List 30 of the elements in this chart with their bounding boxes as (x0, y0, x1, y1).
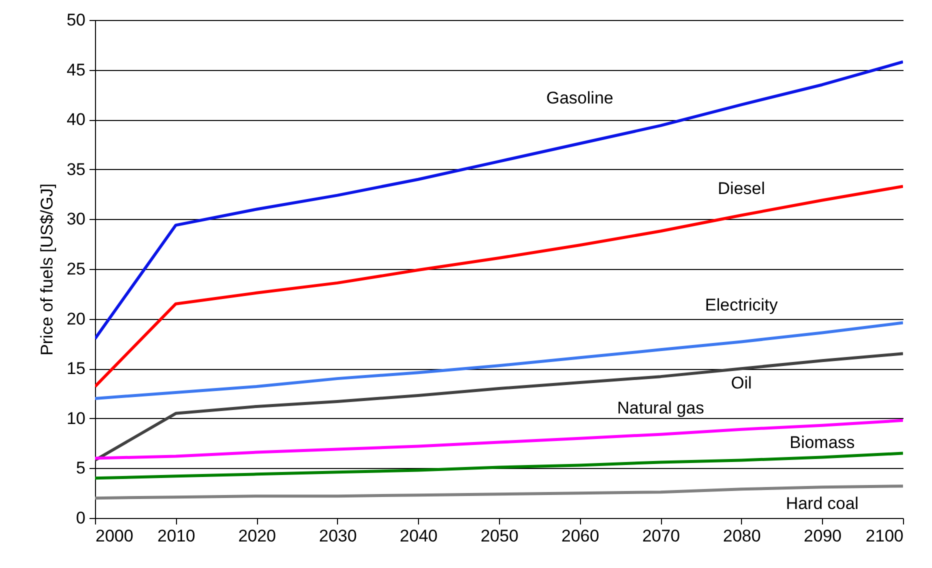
y-axis-title: Price of fuels [US$/GJ] (38, 184, 57, 356)
y-tick-label: 45 (66, 60, 86, 80)
x-tick-label: 2070 (642, 526, 680, 546)
y-tick-label: 30 (66, 210, 86, 229)
x-tick-label: 2080 (722, 526, 761, 546)
y-tick-label: 40 (66, 110, 86, 130)
y-tick-label: 10 (66, 408, 86, 428)
x-tick-label: 2100 (866, 526, 904, 546)
y-tick-label: 15 (66, 359, 86, 378)
series-label: Oil (731, 374, 752, 393)
x-tick-label: 2060 (561, 526, 600, 546)
y-tick-label: 25 (66, 260, 86, 278)
series-label: Electricity (705, 296, 778, 315)
x-tick-label: 2010 (157, 526, 196, 546)
x-tick-label: 2050 (480, 526, 518, 546)
y-tick-label: 0 (76, 508, 86, 528)
y-tick-label: 35 (66, 160, 86, 179)
x-tick-label: 2090 (804, 526, 842, 546)
x-tick-label: 2040 (400, 526, 438, 546)
series-label: Diesel (718, 179, 766, 198)
x-tick-label: 2020 (238, 526, 276, 546)
series-label: Hard coal (786, 494, 859, 514)
series-label: Natural gas (617, 398, 704, 418)
series-label: Biomass (790, 433, 855, 452)
y-tick-label: 20 (66, 309, 86, 328)
x-tick-label: 2000 (96, 526, 134, 546)
y-tick-label: 5 (76, 458, 86, 478)
y-tick-label: 50 (66, 10, 86, 30)
series-label: Gasoline (546, 88, 614, 108)
x-tick-label: 2030 (318, 526, 357, 546)
